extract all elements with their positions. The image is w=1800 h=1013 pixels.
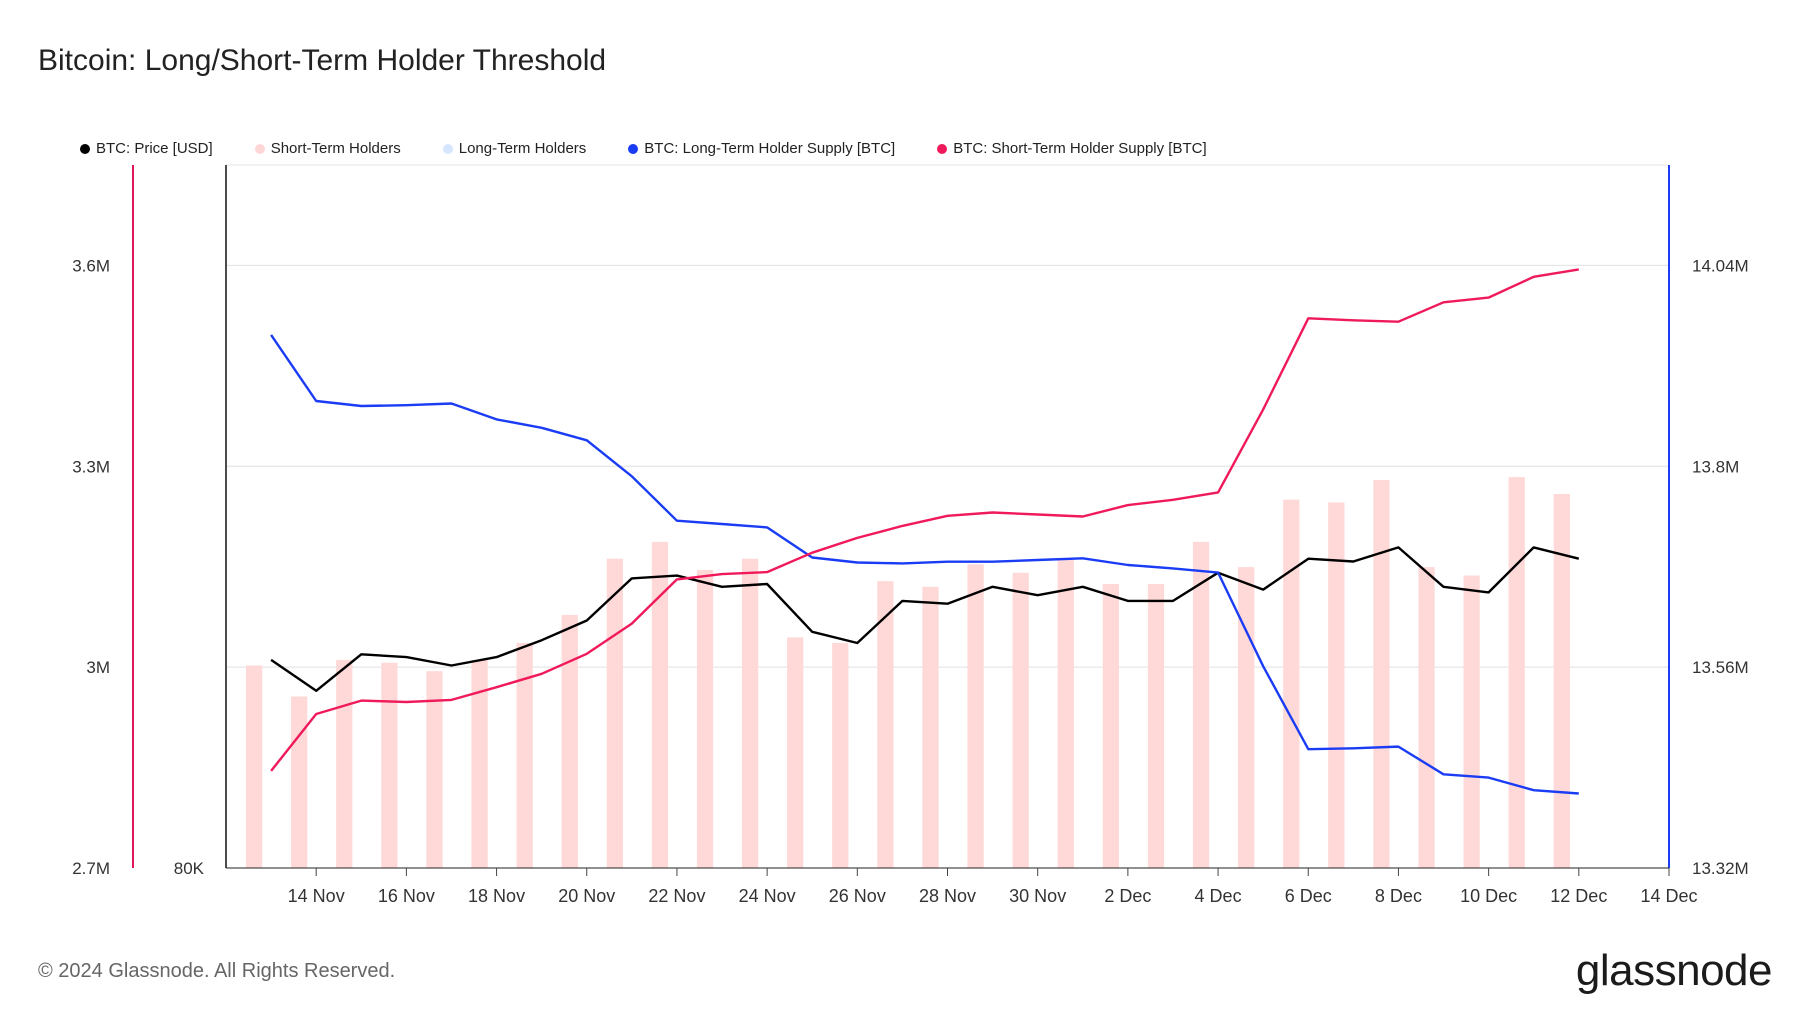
bar-short-term-holders[interactable] xyxy=(606,558,623,868)
y-tick-label-left-outer: 3M xyxy=(86,658,110,677)
bar-short-term-holders[interactable] xyxy=(1373,479,1390,868)
legend: BTC: Price [USD] Short-Term Holders Long… xyxy=(80,140,1207,157)
bar-short-term-holders[interactable] xyxy=(877,581,894,868)
x-tick-label: 24 Nov xyxy=(739,886,796,906)
legend-marker-icon xyxy=(254,143,265,154)
bar-short-term-holders[interactable] xyxy=(787,637,804,868)
y-tick-label-left-inner: 80K xyxy=(174,859,205,878)
x-tick-label: 22 Nov xyxy=(648,886,705,906)
y-tick-label-right: 13.32M xyxy=(1692,859,1749,878)
legend-item-sth-supply[interactable]: BTC: Short-Term Holder Supply [BTC] xyxy=(937,140,1207,157)
legend-label: BTC: Price [USD] xyxy=(96,140,213,157)
copyright-footer: © 2024 Glassnode. All Rights Reserved. xyxy=(38,960,396,982)
bar-short-term-holders[interactable] xyxy=(922,586,939,868)
bar-short-term-holders[interactable] xyxy=(245,665,263,868)
legend-marker-icon xyxy=(628,143,639,154)
bar-short-term-holders[interactable] xyxy=(742,558,759,868)
legend-marker-icon xyxy=(80,143,90,154)
bar-short-term-holders[interactable] xyxy=(381,662,398,868)
x-tick-label: 14 Dec xyxy=(1640,886,1697,906)
x-tick-label: 8 Dec xyxy=(1375,886,1422,906)
y-tick-label-right: 13.8M xyxy=(1692,457,1739,476)
bar-short-term-holders[interactable] xyxy=(336,659,353,868)
y-tick-label-right: 14.04M xyxy=(1692,256,1749,275)
series-line-sth-supply[interactable] xyxy=(270,268,1579,772)
bar-short-term-holders[interactable] xyxy=(832,643,849,868)
legend-label: Short-Term Holders xyxy=(270,140,401,157)
legend-item-lth-supply[interactable]: BTC: Long-Term Holder Supply [BTC] xyxy=(628,140,895,157)
series-line-price[interactable] xyxy=(270,546,1580,692)
bar-short-term-holders[interactable] xyxy=(561,614,578,868)
bar-short-term-holders[interactable] xyxy=(1238,567,1255,868)
bar-short-term-holders[interactable] xyxy=(1508,477,1525,868)
bar-short-term-holders[interactable] xyxy=(1012,572,1029,868)
bar-short-term-holders[interactable] xyxy=(1463,575,1480,868)
bar-short-term-holders[interactable] xyxy=(426,671,443,868)
x-tick-label: 26 Nov xyxy=(829,886,886,906)
x-tick-label: 2 Dec xyxy=(1104,886,1151,906)
x-tick-label: 30 Nov xyxy=(1009,886,1066,906)
legend-label: Long-Term Holders xyxy=(458,140,587,157)
legend-item-short-term-holders[interactable]: Short-Term Holders xyxy=(254,140,401,157)
x-tick-label: 6 Dec xyxy=(1285,886,1332,906)
legend-label: BTC: Short-Term Holder Supply [BTC] xyxy=(953,140,1207,157)
bar-short-term-holders[interactable] xyxy=(651,541,669,868)
y-tick-label-left-outer: 3.6M xyxy=(72,256,110,275)
legend-item-price[interactable]: BTC: Price [USD] xyxy=(80,140,213,157)
y-tick-label-left-outer: 3.3M xyxy=(72,457,110,476)
bar-short-term-holders[interactable] xyxy=(471,659,488,868)
x-tick-label: 18 Nov xyxy=(468,886,525,906)
legend-marker-icon xyxy=(937,143,948,154)
legend-item-long-term-holders[interactable]: Long-Term Holders xyxy=(442,140,587,157)
x-tick-label: 28 Nov xyxy=(919,886,976,906)
bar-short-term-holders[interactable] xyxy=(1553,494,1570,868)
bar-short-term-holders[interactable] xyxy=(1057,558,1074,868)
bar-short-term-holders[interactable] xyxy=(1418,567,1435,868)
x-tick-label: 12 Dec xyxy=(1550,886,1607,906)
bar-short-term-holders[interactable] xyxy=(1147,583,1165,868)
bar-short-term-holders[interactable] xyxy=(516,643,533,868)
chart-title: Bitcoin: Long/Short-Term Holder Threshol… xyxy=(38,44,607,77)
bar-short-term-holders[interactable] xyxy=(291,696,308,868)
x-tick-label: 20 Nov xyxy=(558,886,615,906)
y-tick-label-right: 13.56M xyxy=(1692,658,1749,677)
bar-short-term-holders[interactable] xyxy=(967,564,984,868)
legend-label: BTC: Long-Term Holder Supply [BTC] xyxy=(644,140,896,157)
bar-short-term-holders[interactable] xyxy=(1102,583,1119,868)
legend-marker-icon xyxy=(442,143,453,154)
x-tick-label: 14 Nov xyxy=(288,886,345,906)
bar-short-term-holders[interactable] xyxy=(1328,502,1345,868)
glassnode-logo: glassnode xyxy=(1575,946,1773,995)
bar-short-term-holders[interactable] xyxy=(1192,541,1210,868)
series-line-lth-supply[interactable] xyxy=(270,334,1579,795)
x-tick-label: 16 Nov xyxy=(378,886,435,906)
x-tick-label: 10 Dec xyxy=(1460,886,1517,906)
y-tick-label-left-outer: 2.7M xyxy=(72,859,110,878)
bar-short-term-holders[interactable] xyxy=(696,569,714,868)
bar-short-term-holders[interactable] xyxy=(1283,499,1300,868)
x-tick-label: 4 Dec xyxy=(1195,886,1242,906)
